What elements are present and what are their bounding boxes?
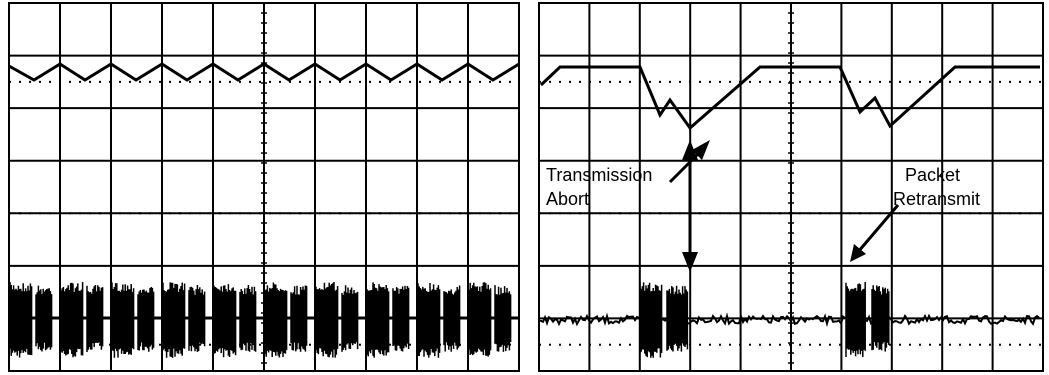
signal-burst — [367, 282, 389, 357]
signal-burst — [265, 283, 287, 358]
signal-burst — [640, 282, 662, 357]
signal-burst — [316, 282, 338, 358]
annotation-text: Abort — [546, 189, 589, 209]
signal-burst — [163, 282, 185, 358]
signal-burst — [846, 282, 865, 357]
annotation-text: Retransmit — [893, 189, 980, 209]
annotation-text: Packet — [905, 165, 960, 185]
scope-screens: Transmission Abort Packet Retransmit — [0, 0, 1049, 375]
signal-burst — [667, 286, 687, 352]
signal-burst — [61, 282, 83, 357]
signal-burst — [112, 283, 134, 358]
signal-burst — [418, 283, 440, 358]
page: Transmission Abort Packet Retransmit (()… — [0, 0, 1049, 375]
signal-burst — [214, 284, 236, 357]
signal-burst — [10, 282, 32, 358]
signal-burst — [872, 285, 889, 351]
annotation-text: Transmission — [546, 165, 652, 185]
